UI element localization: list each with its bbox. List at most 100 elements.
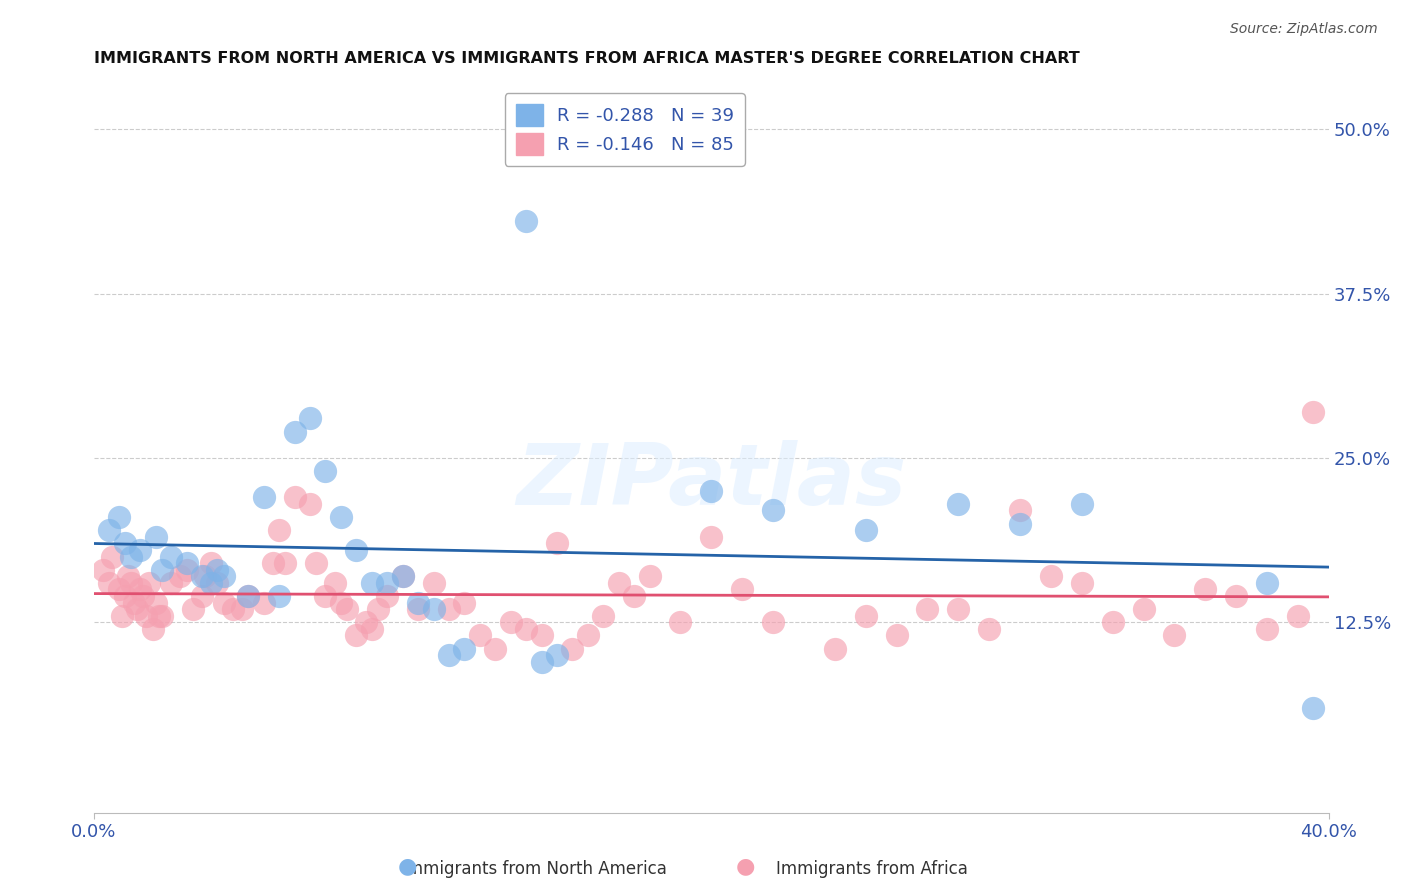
Point (135, 608, 157, 623)
Point (114, 536, 136, 550)
Point (269, 589, 291, 603)
Point (160, 549, 183, 564)
Text: IMMIGRANTS FROM NORTH AMERICA VS IMMIGRANTS FROM AFRICA MASTER'S DEGREE CORRELAT: IMMIGRANTS FROM NORTH AMERICA VS IMMIGRA… (94, 51, 1080, 66)
Point (700, 530, 723, 544)
Point (406, 595, 429, 609)
Point (762, 503, 785, 517)
Point (917, 602, 939, 616)
Point (148, 608, 170, 623)
Text: ZIPatlas: ZIPatlas (516, 440, 907, 523)
Point (855, 608, 877, 623)
Point (194, 569, 217, 583)
Point (422, 575, 444, 590)
Point (367, 602, 389, 616)
Point (406, 602, 429, 616)
Point (375, 575, 398, 590)
Point (453, 595, 475, 609)
Point (329, 510, 352, 524)
Point (122, 595, 145, 609)
Point (1163, 628, 1185, 642)
Point (855, 523, 877, 537)
Legend: R = -0.288   N = 39, R = -0.146   N = 85: R = -0.288 N = 39, R = -0.146 N = 85 (505, 93, 745, 166)
Text: ●: ● (398, 856, 418, 876)
Point (98, 575, 121, 590)
Point (212, 595, 235, 609)
Point (127, 602, 149, 616)
Point (824, 641, 846, 656)
Point (107, 582, 129, 597)
Text: Immigrants from Africa: Immigrants from Africa (776, 860, 967, 878)
Point (176, 556, 198, 570)
Point (592, 608, 614, 623)
Point (948, 602, 970, 616)
Point (638, 569, 661, 583)
Point (1010, 503, 1032, 517)
Point (101, 549, 124, 564)
Point (129, 543, 152, 558)
Point (530, 628, 553, 642)
Point (607, 575, 630, 590)
Point (546, 536, 568, 550)
Point (1302, 700, 1324, 714)
Text: Source: ZipAtlas.com: Source: ZipAtlas.com (1230, 22, 1378, 37)
Point (1039, 569, 1062, 583)
Point (1256, 622, 1278, 636)
Point (329, 595, 352, 609)
Point (191, 569, 214, 583)
Point (181, 602, 204, 616)
Point (1225, 589, 1247, 603)
Point (284, 425, 307, 439)
Point (437, 602, 460, 616)
Point (222, 602, 245, 616)
Point (700, 483, 723, 498)
Point (354, 615, 377, 630)
Point (191, 589, 214, 603)
Point (160, 575, 183, 590)
Point (484, 641, 506, 656)
Point (1302, 405, 1324, 419)
Point (948, 497, 970, 511)
Point (391, 569, 413, 583)
Point (238, 589, 260, 603)
Text: ●: ● (735, 856, 755, 876)
Point (145, 530, 167, 544)
Point (437, 648, 460, 662)
Point (111, 608, 134, 623)
Point (731, 582, 754, 597)
Point (253, 491, 276, 505)
Point (207, 563, 229, 577)
Point (314, 464, 336, 478)
Point (138, 575, 160, 590)
Point (132, 589, 155, 603)
Point (200, 575, 222, 590)
Point (314, 589, 336, 603)
Point (150, 563, 173, 577)
Point (299, 497, 322, 511)
Point (262, 556, 284, 570)
Point (375, 589, 398, 603)
Point (886, 628, 908, 642)
Point (120, 549, 142, 564)
Point (274, 556, 297, 570)
Point (98, 523, 121, 537)
Point (323, 575, 346, 590)
Point (91, 563, 114, 577)
Point (169, 569, 191, 583)
Point (114, 589, 136, 603)
Point (231, 602, 253, 616)
Point (129, 582, 152, 597)
Point (422, 602, 444, 616)
Point (107, 510, 129, 524)
Point (391, 569, 413, 583)
Point (305, 556, 328, 570)
Point (1010, 516, 1032, 531)
Point (142, 622, 165, 636)
Point (576, 628, 599, 642)
Point (207, 575, 229, 590)
Point (212, 569, 235, 583)
Point (253, 595, 276, 609)
Point (1101, 615, 1123, 630)
Point (561, 641, 583, 656)
Point (117, 569, 139, 583)
Point (150, 608, 173, 623)
